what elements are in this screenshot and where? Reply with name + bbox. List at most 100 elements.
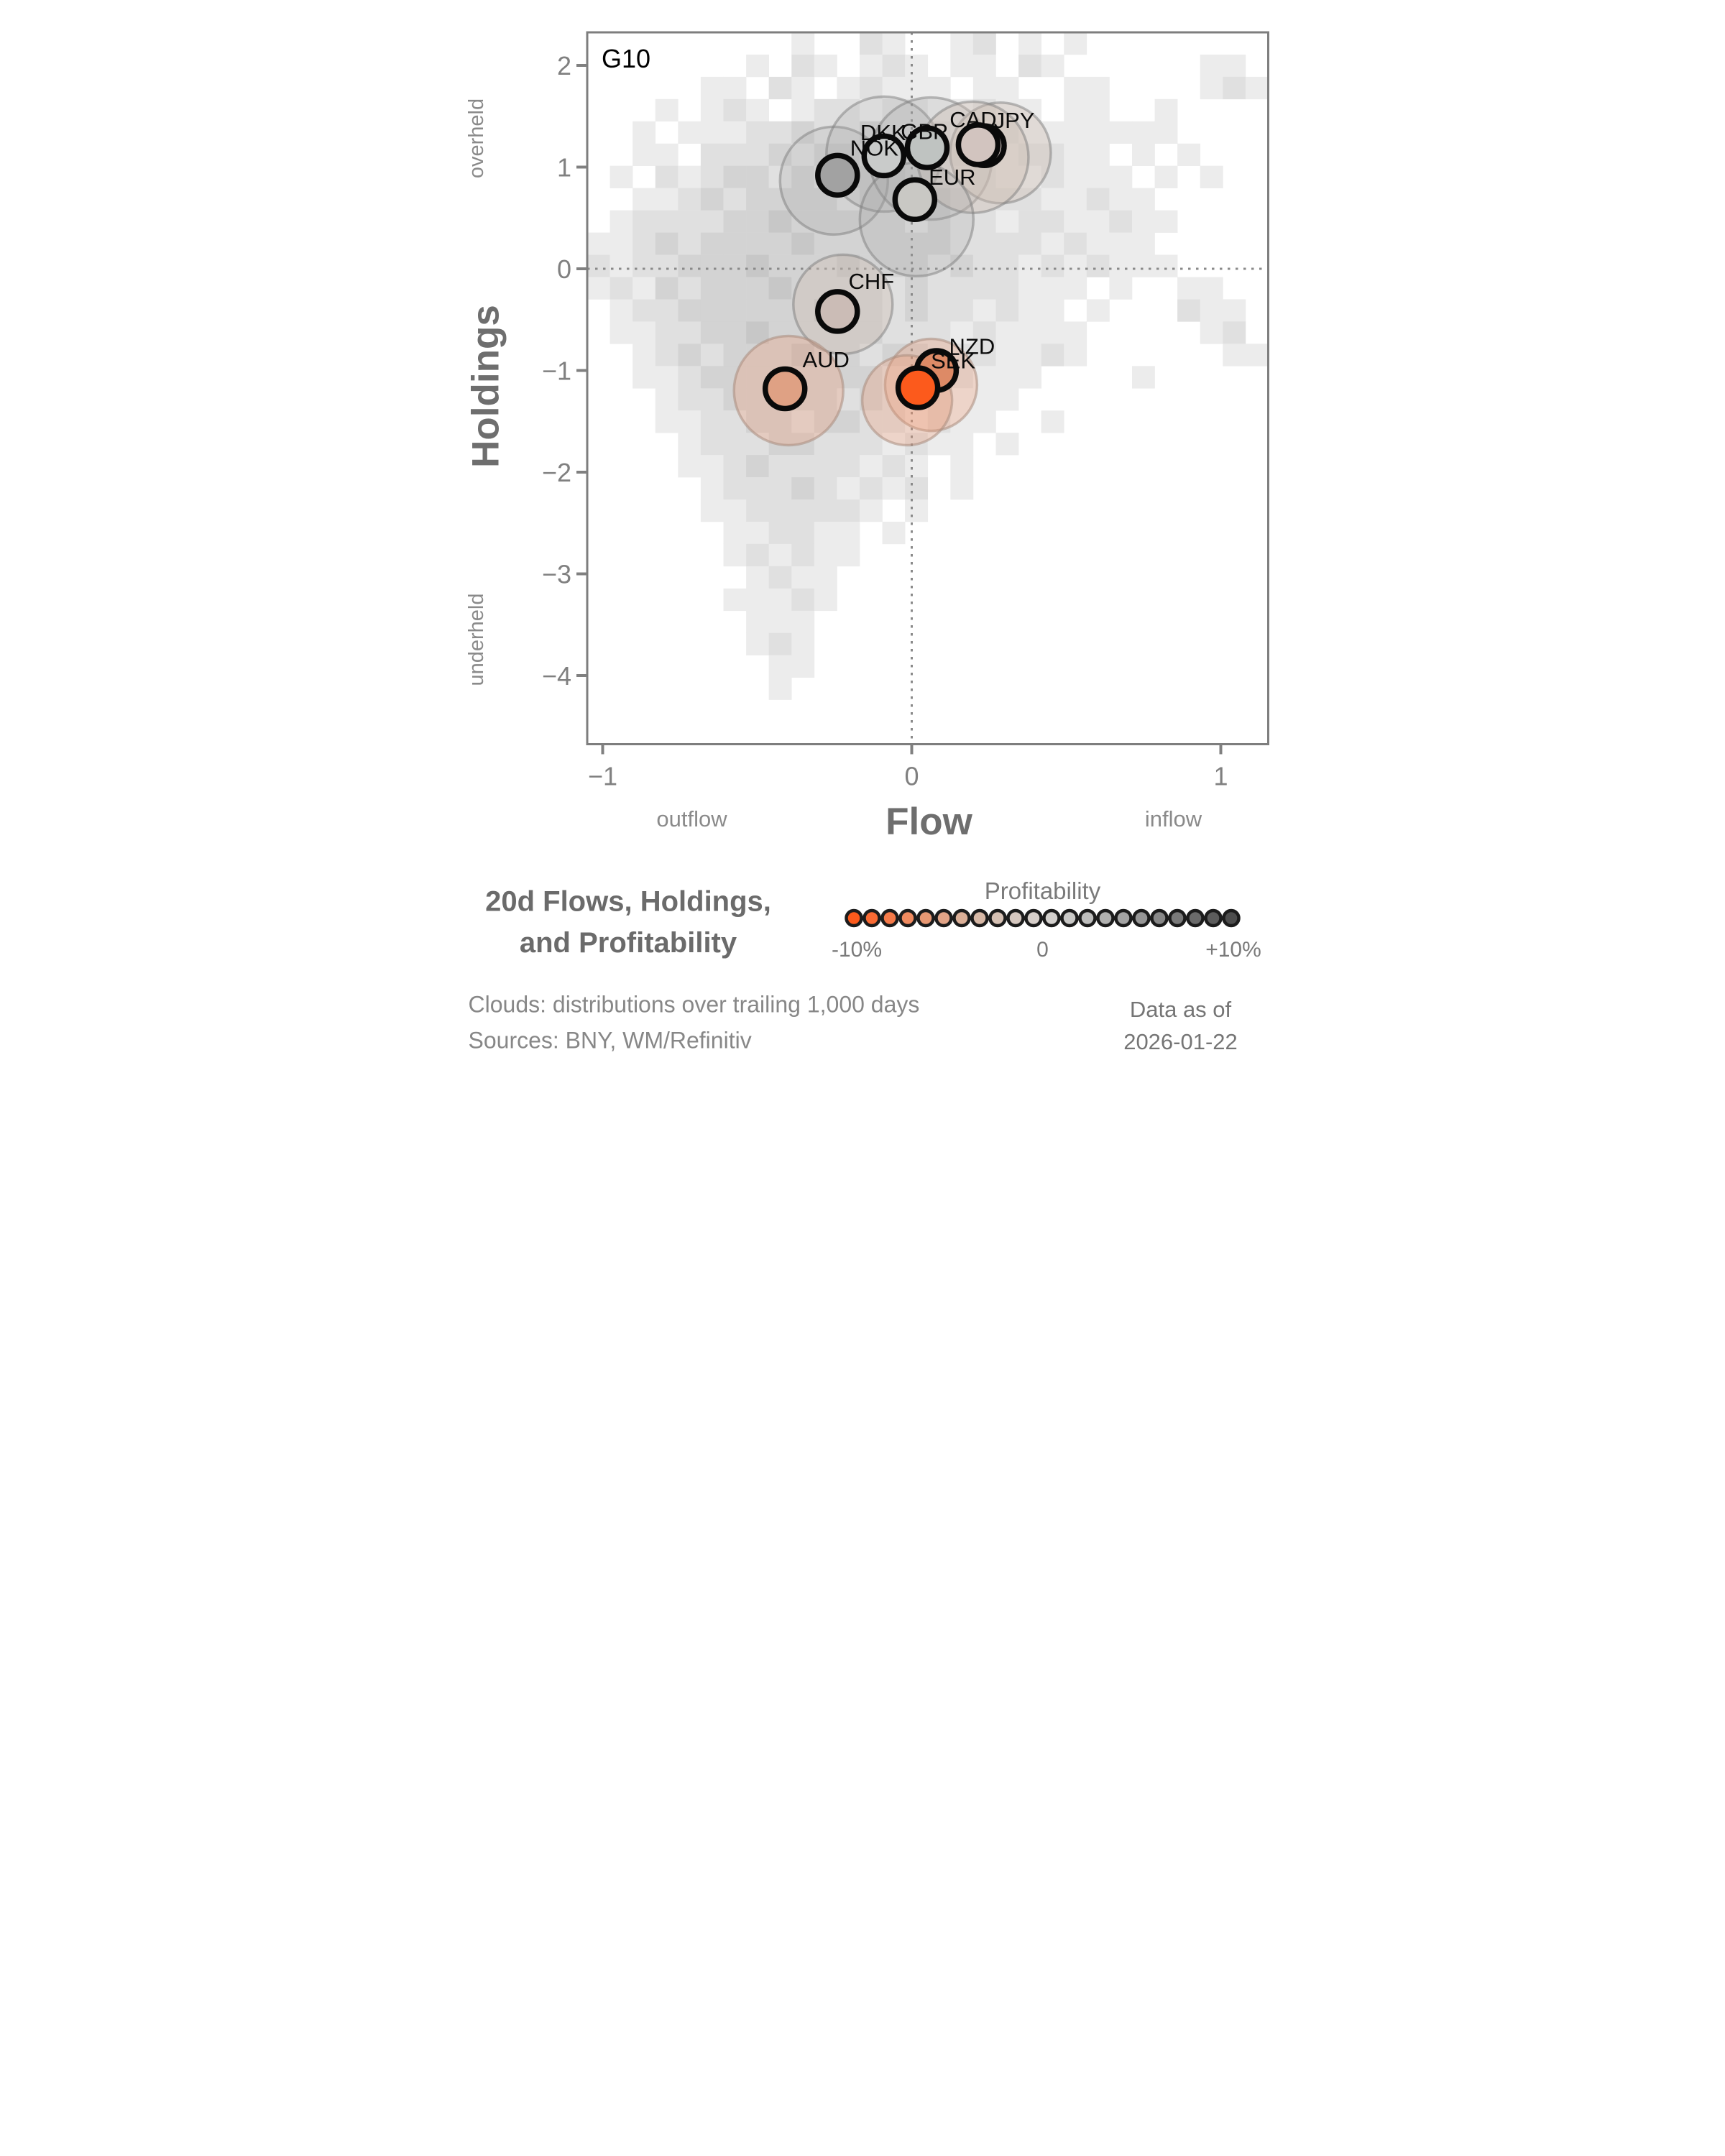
density-cell <box>995 299 1019 322</box>
density-cell <box>1041 143 1064 166</box>
density-cell <box>791 76 815 100</box>
density-cell <box>791 54 815 78</box>
density-cell <box>1109 210 1133 233</box>
density-cell <box>768 588 792 612</box>
legend-dot-0 <box>845 908 863 928</box>
legend-dot-19 <box>1186 908 1205 928</box>
density-cell <box>746 121 769 144</box>
density-cell <box>768 277 792 300</box>
density-cell <box>882 321 906 344</box>
density-cell <box>814 521 837 545</box>
density-cell <box>791 610 815 634</box>
y-tick-label-0: 0 <box>557 254 571 284</box>
density-cell <box>972 277 996 300</box>
density-cell <box>1064 165 1087 188</box>
density-cell <box>655 232 678 255</box>
density-cell <box>791 566 815 589</box>
density-cell <box>700 277 724 300</box>
density-cell <box>1064 232 1087 255</box>
as-of-date: 2026-01-22 <box>1123 1029 1238 1054</box>
density-cell <box>678 254 702 277</box>
density-cell <box>837 232 860 255</box>
density-cell <box>768 254 792 277</box>
density-cell <box>678 232 702 255</box>
density-cell <box>950 433 974 456</box>
density-cell <box>1132 366 1155 389</box>
legend-dot-4 <box>916 908 935 928</box>
x-tick-label-1: 1 <box>1213 762 1228 791</box>
density-cell <box>882 32 906 55</box>
density-cell <box>837 543 860 567</box>
density-cell <box>723 521 747 545</box>
density-cell <box>700 254 724 277</box>
density-cell <box>950 410 974 433</box>
density-cell <box>1041 344 1064 367</box>
density-cell <box>882 521 906 545</box>
density-cell <box>655 388 678 411</box>
density-cell <box>1200 165 1223 188</box>
density-cell <box>678 321 702 344</box>
density-cell <box>1064 210 1087 233</box>
legend-min-label: -10% <box>832 938 882 962</box>
legend-dot-1 <box>862 908 881 928</box>
density-cell <box>1041 232 1064 255</box>
density-cell <box>791 632 815 655</box>
density-cell <box>1018 54 1041 78</box>
density-cell <box>1064 121 1087 144</box>
density-cell <box>768 455 792 478</box>
density-cell <box>768 477 792 500</box>
density-cell <box>882 232 906 255</box>
density-cell <box>723 121 747 144</box>
density-cell <box>995 76 1019 100</box>
density-cell <box>746 543 769 567</box>
density-cell <box>1154 165 1178 188</box>
density-cell <box>905 499 929 522</box>
chart-title-line2: and Profitability <box>520 927 737 959</box>
density-cell <box>814 455 837 478</box>
density-cell <box>746 499 769 522</box>
density-cell <box>995 366 1019 389</box>
density-cell <box>746 632 769 655</box>
x-tick-label--1: −1 <box>588 762 617 791</box>
clouds-note: Clouds: distributions over trailing 1,00… <box>469 992 920 1018</box>
y-tick-label-2: 2 <box>557 51 571 80</box>
density-cell <box>723 277 747 300</box>
y-tick-label--1: −1 <box>542 356 571 386</box>
density-cell <box>1132 232 1155 255</box>
density-cell <box>655 254 678 277</box>
density-cell <box>1064 76 1087 100</box>
density-cell <box>655 98 678 122</box>
density-cell <box>587 232 610 255</box>
bubble-GBP <box>904 125 950 170</box>
density-cell <box>768 566 792 589</box>
density-cell <box>723 210 747 233</box>
density-cell <box>1018 254 1041 277</box>
density-cell <box>768 499 792 522</box>
density-cell <box>791 32 815 55</box>
density-cell <box>1223 321 1246 344</box>
density-cell <box>837 477 860 500</box>
density-cell <box>678 121 702 144</box>
density-cell <box>632 188 656 211</box>
density-cell <box>700 98 724 122</box>
density-cell <box>723 232 747 255</box>
bubble-label-GBP: GBP <box>901 119 947 144</box>
density-cell <box>655 165 678 188</box>
density-cell <box>610 165 633 188</box>
density-cell <box>837 521 860 545</box>
density-cell <box>610 321 633 344</box>
bubble-label-DKK: DKK <box>860 120 906 145</box>
y-axis-title: Holdings <box>465 305 507 468</box>
density-cell <box>632 344 656 367</box>
density-cell <box>723 76 747 100</box>
density-cell <box>768 232 792 255</box>
density-cell <box>1086 299 1110 322</box>
density-cell <box>610 254 633 277</box>
density-cell <box>700 410 724 433</box>
legend-dot-17 <box>1150 908 1169 928</box>
density-cell <box>1018 210 1041 233</box>
density-cell <box>1245 76 1269 100</box>
density-cell <box>655 210 678 233</box>
density-cell <box>746 477 769 500</box>
density-cell <box>927 232 951 255</box>
